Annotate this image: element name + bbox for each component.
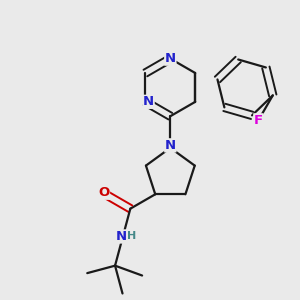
Text: H: H bbox=[127, 230, 136, 241]
Text: N: N bbox=[165, 52, 176, 65]
Text: N: N bbox=[143, 95, 154, 108]
Text: O: O bbox=[98, 186, 110, 199]
Text: N: N bbox=[165, 139, 176, 152]
Text: F: F bbox=[254, 114, 263, 127]
Text: N: N bbox=[116, 230, 127, 243]
